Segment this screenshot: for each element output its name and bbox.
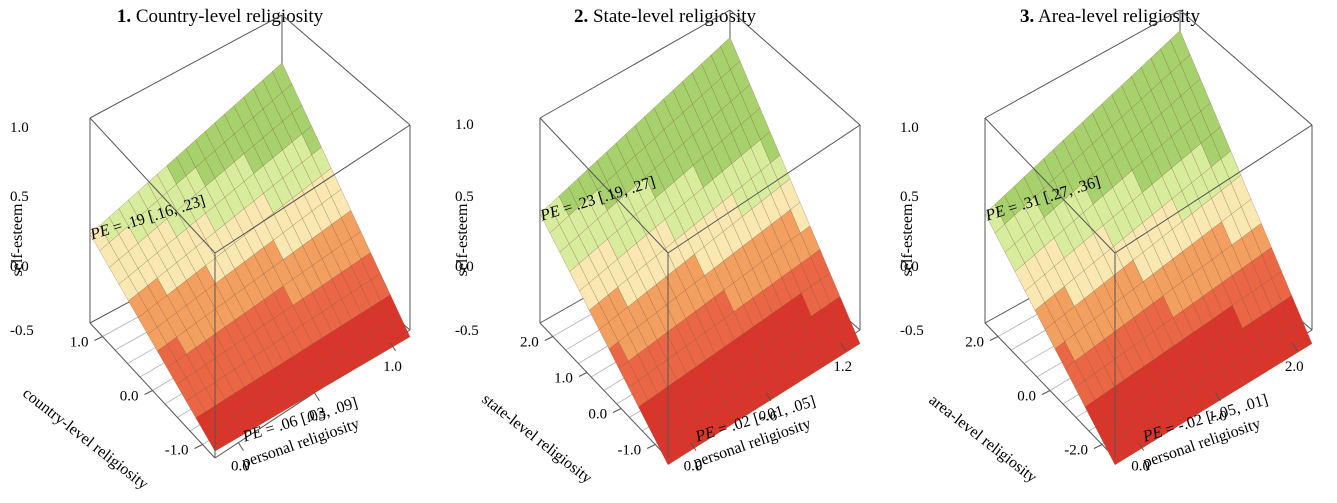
x-tick-label: 1.0 [383, 359, 402, 375]
z-tick-label: 0.5 [10, 189, 29, 205]
z-tick-label: 0.5 [455, 189, 474, 205]
box-edge [984, 9, 1181, 119]
box-edge [89, 117, 216, 254]
x-tick-label: 2.0 [1285, 359, 1304, 375]
x-tick-mark [237, 442, 244, 451]
y-tick-label: -2.0 [1064, 443, 1088, 459]
box-edge [539, 322, 669, 459]
x-tick-label: 1.0 [1208, 409, 1227, 425]
y-tick-label: -1.0 [617, 443, 641, 459]
y-axis-label: area-level religiosity [926, 392, 1040, 487]
surface-plot: -0.50.00.51.0self-esteem0.01.02.0persona… [899, 9, 1313, 487]
panel-title-text: Country-level religiosity [135, 6, 324, 27]
x-tick-mark [1291, 342, 1298, 352]
y-tick-mark [144, 390, 153, 395]
x-tick-mark [1138, 442, 1145, 451]
x-tick-mark [314, 392, 320, 401]
panel-area: 3. Area-level religiosity -0.5 0.0 0.5 1.0 s… [890, 0, 1337, 503]
x-tick-mark [1215, 392, 1221, 401]
box-edge [539, 9, 731, 119]
x-tick-label: 0.0 [684, 459, 703, 475]
x-tick-label: 0.6 [759, 409, 778, 425]
x-tick-label: 0.0 [231, 459, 250, 475]
box-edge [1179, 9, 1313, 126]
x-tick-label: 1.2 [833, 359, 852, 375]
box-edge [667, 124, 861, 254]
box-edge [89, 14, 283, 119]
y-tick-label: 1.0 [554, 371, 573, 387]
y-tick-label: 0.0 [588, 407, 607, 423]
z-tick-label: -0.5 [900, 323, 924, 339]
y-tick-label: 0.0 [1017, 389, 1036, 405]
panel-country: 1. Country-level religiosity -0.5 0.0 0.5 1… [0, 0, 445, 503]
box-edge [281, 14, 411, 126]
z-tick-label: 1.0 [900, 120, 919, 136]
y-tick-label: 2.0 [965, 335, 984, 351]
box-edge [984, 117, 1116, 254]
x-tick-label: 0.5 [307, 409, 326, 425]
z-tick-label: -0.5 [10, 323, 34, 339]
y-tick-mark [989, 336, 999, 341]
box-edge [1114, 124, 1313, 254]
x-tick-label: 0.0 [1131, 459, 1150, 475]
z-tick-label: 0.5 [900, 189, 919, 205]
z-tick-label: 1.0 [455, 117, 474, 133]
z-tick-label: 1.0 [10, 120, 29, 136]
z-axis-label: self-esteem [899, 203, 916, 276]
x-tick-mark [840, 342, 847, 352]
panel-title: 2. State-level religiosity [445, 6, 885, 28]
y-tick-label: 0.0 [120, 389, 139, 405]
surface-facet [720, 36, 741, 70]
x-tick-mark [390, 342, 396, 352]
y-tick-mark [612, 408, 622, 413]
panel-title-text: State-level religiosity [592, 6, 757, 27]
x-tick-mark [690, 442, 697, 451]
z-tick-label: -0.5 [455, 323, 479, 339]
z-tick-label: 0.0 [455, 259, 474, 275]
surface-facet [1170, 30, 1191, 64]
y-tick-label: 2.0 [520, 335, 539, 351]
box-edge [539, 117, 669, 254]
y-tick-label: 1.0 [70, 335, 89, 351]
y-tick-mark [578, 372, 588, 377]
y-axis-label: state-level religiosity [478, 391, 595, 487]
surface-plot: -0.50.00.51.0self-esteem0.00.61.2persona… [454, 9, 861, 487]
surface-facet [272, 62, 293, 93]
y-tick-mark [544, 336, 554, 341]
panel-number: 1. [116, 6, 132, 27]
z-tick-label: 0.0 [900, 259, 919, 275]
panel-title: 1. Country-level religiosity [0, 6, 440, 28]
y-tick-mark [194, 444, 203, 449]
y-tick-mark [94, 336, 103, 341]
x-tick-mark [765, 392, 772, 401]
y-tick-label: -1.0 [165, 443, 189, 459]
panel-number: 2. [573, 6, 589, 27]
z-axis-label: self-esteem [454, 203, 471, 276]
surface-plot: -0.50.00.51.0self-esteem0.00.51.0persona… [9, 14, 411, 493]
z-tick-label: 0.0 [10, 259, 29, 275]
panel-state: 2. State-level religiosity -0.5 0.0 0.5 1.0… [445, 0, 890, 503]
box-edge [214, 124, 411, 254]
y-tick-mark [1041, 390, 1051, 395]
y-tick-mark [646, 444, 656, 449]
y-tick-mark [1093, 444, 1103, 449]
panel-number: 3. [1020, 6, 1035, 27]
z-axis-label: self-esteem [9, 203, 26, 276]
box-edge [729, 9, 861, 126]
